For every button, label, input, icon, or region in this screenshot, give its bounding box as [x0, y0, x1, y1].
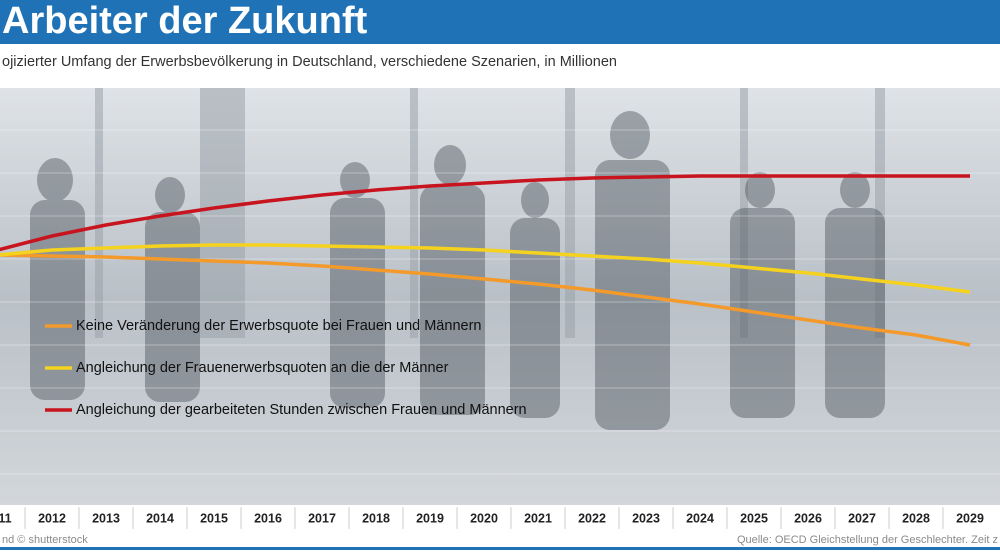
x-tick-label: 2022 — [578, 511, 606, 525]
x-tick-label: 2023 — [632, 511, 660, 525]
series-line — [0, 243, 971, 294]
x-tick-label: 11 — [0, 511, 12, 525]
x-tick-label: 2014 — [146, 511, 174, 525]
x-tick-label: 2029 — [956, 511, 984, 525]
x-tick-label: 2015 — [200, 511, 228, 525]
series-line — [0, 174, 970, 252]
x-tick-label: 2027 — [848, 511, 876, 525]
x-tick-label: 2026 — [794, 511, 822, 525]
backdrop-lines — [0, 129, 1000, 475]
legend-label: Angleichung der gearbeiteten Stunden zwi… — [76, 402, 527, 418]
x-tick-label: 2025 — [740, 511, 768, 525]
series-line — [0, 253, 971, 347]
silhouettes — [30, 111, 885, 430]
title-bar — [0, 0, 1000, 44]
x-tick-label: 2020 — [470, 511, 498, 525]
legend-label: Keine Veränderung der Erwerbsquote bei F… — [76, 318, 481, 334]
axis-band — [0, 505, 1000, 531]
legend-label: Angleichung der Frauenerwerbsquoten an d… — [76, 360, 449, 376]
photo-backdrop — [0, 88, 1000, 505]
x-tick-label: 2024 — [686, 511, 714, 525]
x-tick-label: 2016 — [254, 511, 282, 525]
x-tick-label: 2019 — [416, 511, 444, 525]
window-frames — [95, 88, 885, 338]
x-tick-label: 2018 — [362, 511, 390, 525]
x-tick-label: 2021 — [524, 511, 552, 525]
source: Quelle: OECD Gleichstellung der Geschlec… — [737, 534, 998, 546]
x-tick-label: 2013 — [92, 511, 120, 525]
x-tick-label: 2028 — [902, 511, 930, 525]
subtitle: ojizierter Umfang der Erwerbsbevölkerung… — [2, 54, 617, 70]
credit: nd © shutterstock — [2, 534, 88, 546]
x-tick-label: 2012 — [38, 511, 66, 525]
chart-title: Arbeiter der Zukunft — [2, 0, 368, 42]
x-tick-label: 2017 — [308, 511, 336, 525]
bottom-bar — [0, 547, 1000, 550]
